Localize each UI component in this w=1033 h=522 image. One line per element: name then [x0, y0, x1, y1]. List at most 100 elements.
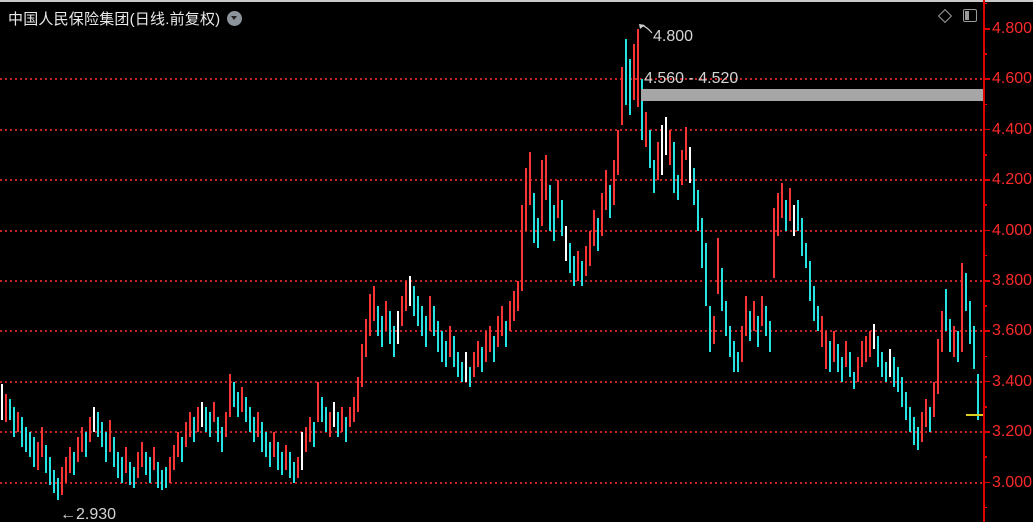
candle	[748, 311, 752, 342]
candle	[104, 432, 108, 463]
low-price-annotation: ←2.930	[60, 506, 117, 522]
candle	[452, 336, 456, 367]
candle	[532, 192, 536, 244]
candle	[88, 417, 92, 443]
candle	[136, 452, 140, 478]
candle	[688, 147, 692, 183]
candle	[924, 399, 928, 428]
candle	[352, 396, 356, 423]
panel-layout-icon[interactable]	[963, 9, 977, 22]
candle	[864, 336, 868, 362]
candle	[764, 306, 768, 337]
candle	[232, 381, 236, 407]
candle	[244, 396, 248, 423]
candle	[828, 341, 832, 372]
candle	[144, 452, 148, 476]
candle	[356, 376, 360, 413]
gridline	[0, 380, 982, 383]
candle	[200, 401, 204, 428]
candle	[316, 381, 320, 423]
candle	[792, 205, 796, 236]
candle	[0, 384, 4, 420]
candle	[676, 175, 680, 201]
candle	[496, 316, 500, 347]
candle	[604, 170, 608, 211]
axis-tick	[983, 179, 990, 181]
candle	[920, 412, 924, 443]
candle	[712, 316, 716, 344]
diamond-icon[interactable]	[937, 8, 953, 23]
candle	[308, 417, 312, 443]
candle	[660, 124, 664, 176]
candle	[772, 207, 776, 279]
gridline	[0, 179, 982, 182]
candle	[728, 326, 732, 357]
axis-tick	[983, 229, 990, 232]
candle	[52, 470, 56, 493]
candle	[264, 432, 268, 458]
candle	[80, 427, 84, 453]
candle	[912, 417, 916, 445]
candle	[628, 59, 632, 115]
candle	[60, 467, 64, 496]
candle	[216, 417, 220, 443]
candle	[416, 296, 420, 327]
candle	[564, 225, 568, 261]
candle	[836, 344, 840, 372]
candle	[752, 301, 756, 332]
candle	[704, 243, 708, 307]
candle	[824, 331, 828, 370]
candle	[744, 296, 748, 337]
candle	[776, 192, 780, 236]
candle	[488, 326, 492, 352]
candle	[16, 412, 20, 433]
candle	[484, 331, 488, 362]
gridline	[0, 128, 982, 131]
candle	[324, 407, 328, 433]
gridline	[0, 481, 982, 484]
candle	[584, 245, 588, 276]
candle	[972, 326, 976, 370]
candle	[640, 79, 644, 140]
candle	[840, 356, 844, 382]
candlestick-plot-area[interactable]	[0, 0, 983, 522]
candle	[248, 407, 252, 433]
gridline	[0, 229, 982, 232]
axis-tick	[983, 204, 987, 206]
candle	[108, 419, 112, 453]
chevron-down-icon[interactable]	[227, 11, 243, 26]
candle	[832, 331, 836, 362]
axis-tick	[983, 456, 987, 458]
candle	[960, 263, 964, 352]
candle	[716, 238, 720, 294]
candle	[956, 331, 960, 362]
axis-tick	[983, 481, 990, 484]
axis-tick	[983, 78, 990, 80]
axis-tick	[983, 53, 987, 55]
candle	[112, 437, 116, 468]
candle	[916, 427, 920, 450]
candle	[372, 286, 376, 322]
candle	[404, 281, 408, 312]
candle	[896, 366, 900, 392]
candle	[476, 341, 480, 367]
candle	[260, 422, 264, 453]
axis-label: 3.800	[992, 272, 1033, 289]
candle	[172, 444, 176, 470]
last-price-marker	[966, 413, 983, 416]
candle	[332, 401, 336, 428]
candle	[852, 371, 856, 390]
candle	[68, 447, 72, 473]
candle	[28, 432, 32, 458]
candle	[280, 452, 284, 476]
candle	[384, 301, 388, 332]
axis-tick	[983, 406, 987, 408]
candle	[120, 457, 124, 483]
candle	[228, 374, 232, 418]
candle	[368, 293, 372, 337]
candle	[72, 452, 76, 476]
candle	[588, 230, 592, 266]
candle	[36, 442, 40, 470]
candle	[560, 200, 564, 236]
